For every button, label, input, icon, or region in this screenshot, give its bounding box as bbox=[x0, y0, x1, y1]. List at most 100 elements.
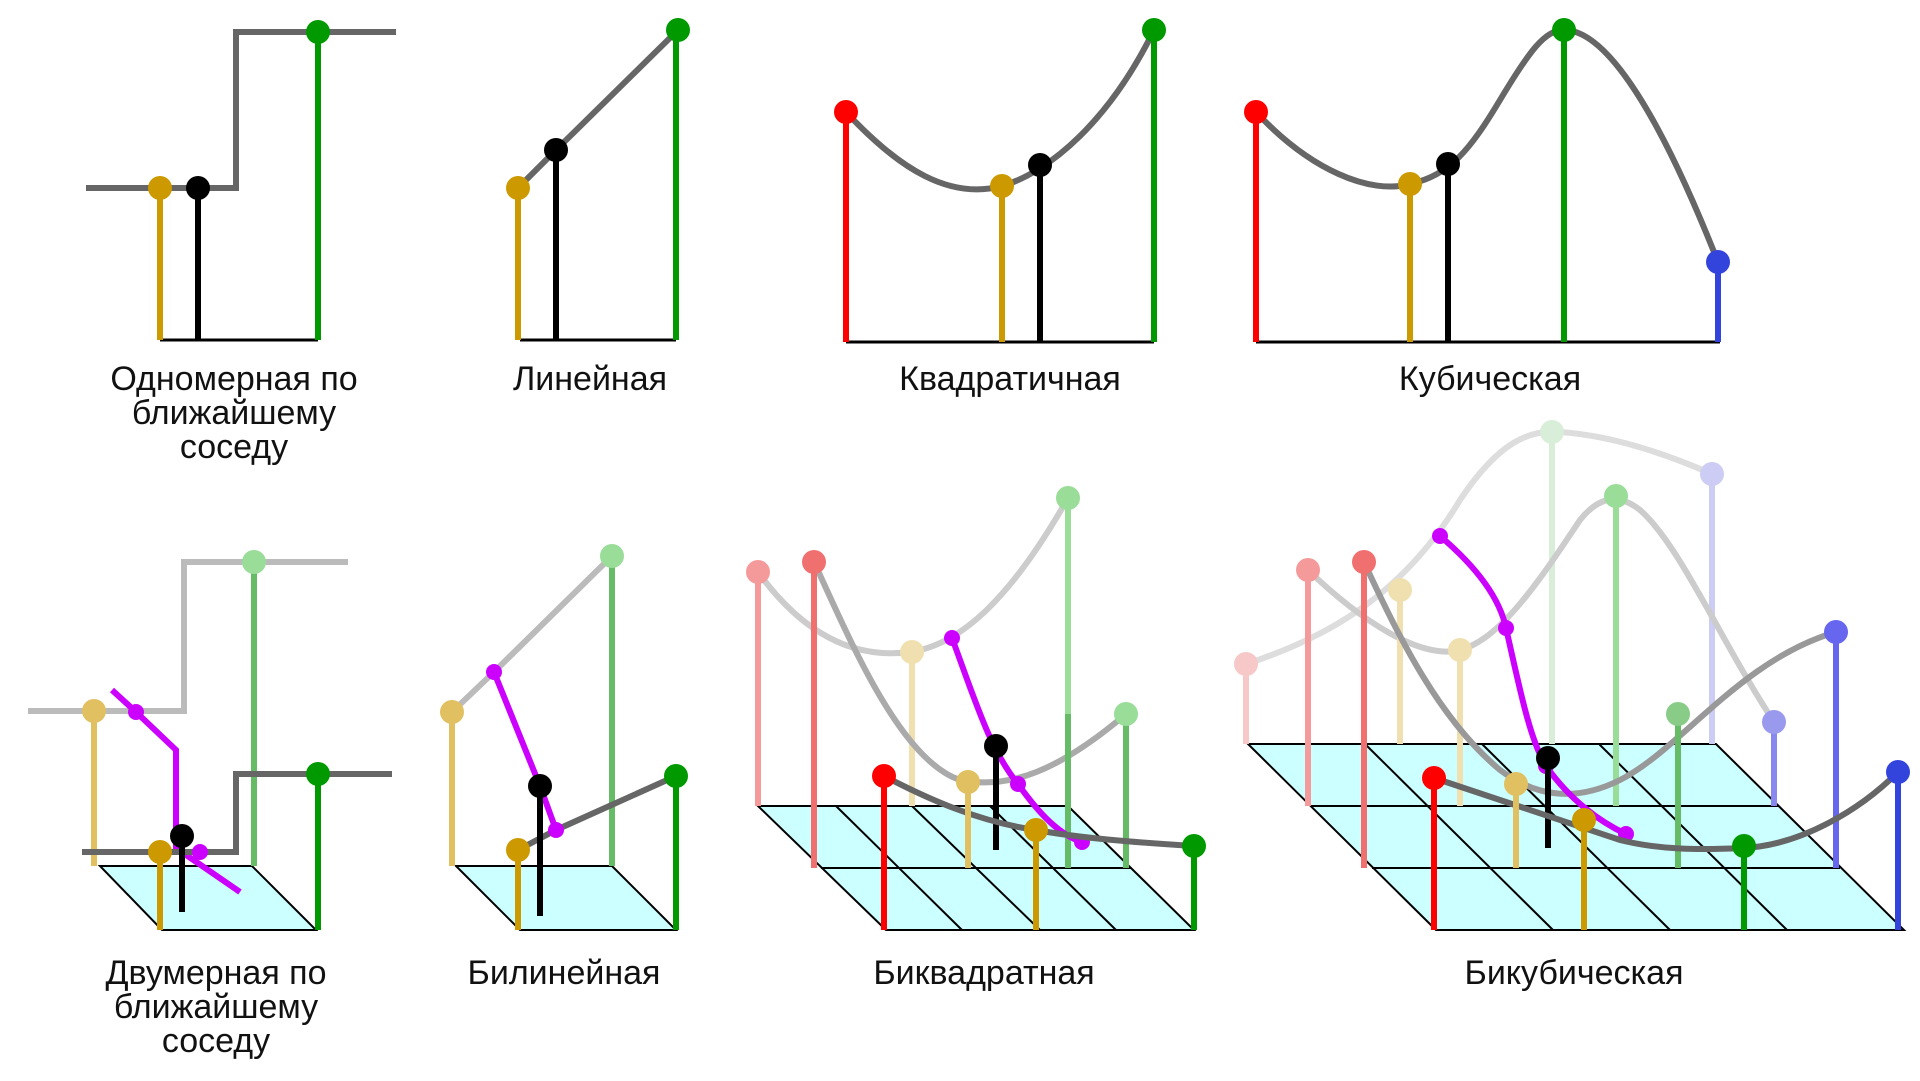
back-curve-2 bbox=[1305, 496, 1777, 724]
label-line: соседу bbox=[161, 1022, 271, 1060]
panel-bicubic bbox=[1234, 420, 1910, 931]
green-point bbox=[664, 764, 688, 788]
magenta-curve bbox=[1438, 533, 1628, 837]
faint-point bbox=[1234, 652, 1258, 676]
label-line: Одномерная по bbox=[110, 360, 358, 398]
mid-red-point bbox=[802, 550, 826, 574]
magenta-point bbox=[1498, 620, 1514, 636]
gold-point bbox=[506, 176, 530, 200]
black-point bbox=[1536, 746, 1560, 770]
panel-linear bbox=[506, 18, 690, 342]
faint-green-point bbox=[242, 550, 266, 574]
faint-gold-point bbox=[1388, 578, 1412, 602]
label-linear: Линейная bbox=[512, 360, 668, 398]
label-quadratic: Квадратичная bbox=[899, 360, 1121, 398]
label-bilinear: Билинейная bbox=[467, 954, 661, 992]
faint-red-point bbox=[1296, 558, 1320, 582]
black-point bbox=[186, 176, 210, 200]
mid-blue-point bbox=[1824, 620, 1848, 644]
panel-nearest-1d bbox=[86, 20, 396, 342]
magenta-line bbox=[491, 670, 559, 832]
grid-cell bbox=[97, 865, 319, 931]
green-point bbox=[306, 20, 330, 44]
faint-blue-point bbox=[1762, 710, 1786, 734]
green-point bbox=[1182, 834, 1206, 858]
mid-green-point bbox=[1114, 702, 1138, 726]
magenta-point bbox=[486, 664, 502, 680]
black-point bbox=[984, 734, 1008, 758]
label-line: Двумерная по bbox=[105, 954, 327, 992]
label-bicubic: Бикубическая bbox=[1464, 954, 1684, 992]
red-point bbox=[872, 764, 896, 788]
back-linear-curve bbox=[449, 553, 615, 715]
gold-faint-point bbox=[1504, 772, 1528, 796]
label-line: соседу bbox=[179, 428, 289, 466]
black-point bbox=[544, 138, 568, 162]
panel-biquadratic bbox=[746, 486, 1206, 931]
faint-green-point bbox=[1056, 486, 1080, 510]
panel-nearest-2d bbox=[28, 550, 392, 931]
gold-point bbox=[148, 840, 172, 864]
label-nearest-2d: Двумерная по ближайшему соседу bbox=[66, 956, 366, 1058]
red-point bbox=[1244, 100, 1268, 124]
label-cubic: Кубическая bbox=[1398, 360, 1582, 398]
green-point bbox=[1142, 18, 1166, 42]
magenta-curve bbox=[109, 687, 242, 895]
label-line: ближайшему bbox=[131, 394, 337, 432]
front-step-curve bbox=[82, 771, 392, 855]
faint-point bbox=[1700, 462, 1724, 486]
faint-point bbox=[1540, 420, 1564, 444]
faint-green-point bbox=[600, 544, 624, 568]
grid-line bbox=[1364, 743, 1554, 931]
gold-point bbox=[1024, 818, 1048, 842]
back-curve-1 bbox=[1245, 428, 1714, 667]
blue-point bbox=[1706, 250, 1730, 274]
green-point bbox=[1732, 834, 1756, 858]
faint-gold-point bbox=[82, 699, 106, 723]
label-nearest-1d: Одномерная по ближайшему соседу bbox=[84, 362, 384, 464]
linear-curve bbox=[515, 27, 681, 191]
black-point bbox=[1028, 153, 1052, 177]
magenta-point bbox=[192, 844, 208, 860]
black-point bbox=[170, 824, 194, 848]
magenta-point bbox=[548, 822, 564, 838]
mid-red-point bbox=[1352, 550, 1376, 574]
back-step-curve bbox=[28, 559, 348, 714]
green-point bbox=[666, 18, 690, 42]
black-point bbox=[1436, 152, 1460, 176]
faint-gold-point bbox=[440, 700, 464, 724]
back-curve bbox=[755, 496, 1071, 657]
front-curve bbox=[1433, 769, 1901, 853]
faint-red-point bbox=[746, 560, 770, 584]
gold-point bbox=[1398, 172, 1422, 196]
green-point bbox=[1552, 18, 1576, 42]
black-point bbox=[528, 774, 552, 798]
magenta-point bbox=[128, 704, 144, 720]
cubic-curve bbox=[1253, 26, 1721, 264]
mid-green-point bbox=[1666, 702, 1690, 726]
step-curve bbox=[86, 29, 396, 191]
grid-line bbox=[835, 805, 963, 931]
label-biquadratic: Биквадратная bbox=[873, 954, 1095, 992]
faint-gold-point bbox=[900, 640, 924, 664]
blue-point bbox=[1886, 760, 1910, 784]
gold-point bbox=[148, 176, 172, 200]
grid-cell bbox=[453, 865, 679, 931]
faint-gold-point bbox=[1448, 638, 1472, 662]
panel-cubic bbox=[1244, 18, 1730, 344]
panel-quadratic bbox=[834, 18, 1166, 344]
gold-point bbox=[990, 174, 1014, 198]
magenta-point bbox=[1010, 776, 1026, 792]
red-point bbox=[834, 100, 858, 124]
panel-bilinear bbox=[440, 544, 688, 931]
quadratic-curve bbox=[843, 28, 1157, 193]
middle-curve bbox=[811, 560, 1128, 786]
magenta-point bbox=[944, 630, 960, 646]
green-point bbox=[306, 762, 330, 786]
gold-faint-point bbox=[956, 770, 980, 794]
gold-point bbox=[506, 838, 530, 862]
gold-point bbox=[1572, 808, 1596, 832]
red-point bbox=[1422, 766, 1446, 790]
label-line: ближайшему bbox=[113, 988, 319, 1026]
